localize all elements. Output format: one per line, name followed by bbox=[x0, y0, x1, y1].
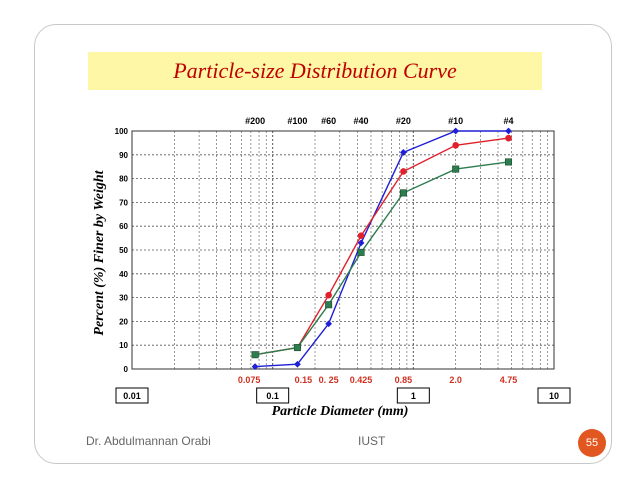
series-point bbox=[452, 127, 460, 135]
footer-author: Dr. Abdulmannan Orabi bbox=[86, 434, 211, 448]
y-tick-label: 90 bbox=[119, 151, 128, 160]
y-tick-label: 80 bbox=[119, 175, 128, 184]
decade-label: 0.01 bbox=[123, 391, 141, 401]
sieve-label: #40 bbox=[354, 116, 369, 126]
plot-area bbox=[132, 131, 554, 369]
y-tick-label: 30 bbox=[119, 294, 128, 303]
y-tick-label: 100 bbox=[115, 127, 129, 136]
decade-box bbox=[115, 387, 149, 404]
series-point bbox=[505, 158, 513, 166]
size-label: 0.425 bbox=[350, 375, 373, 385]
size-label: 2.0 bbox=[449, 375, 462, 385]
decade-box bbox=[537, 387, 571, 404]
series-point bbox=[357, 248, 365, 256]
decade-box bbox=[396, 387, 430, 404]
series-point bbox=[357, 232, 365, 240]
footer-organization: IUST bbox=[358, 434, 386, 448]
page-number-badge: 55 bbox=[578, 429, 606, 457]
y-tick-label: 20 bbox=[119, 317, 128, 326]
sieve-label: #200 bbox=[245, 116, 265, 126]
sieve-label: #4 bbox=[504, 116, 514, 126]
series-point bbox=[251, 363, 259, 371]
series-point bbox=[251, 351, 259, 359]
y-tick-label: 10 bbox=[119, 341, 128, 350]
decade-label: 10 bbox=[549, 391, 559, 401]
y-tick-label: 70 bbox=[119, 198, 128, 207]
y-tick-label: 0 bbox=[124, 365, 129, 374]
sieve-label: #60 bbox=[321, 116, 336, 126]
size-label: 4.75 bbox=[500, 375, 518, 385]
sieve-label: #10 bbox=[448, 116, 463, 126]
series-point bbox=[399, 189, 407, 197]
series-point bbox=[400, 168, 407, 175]
series-point bbox=[505, 134, 512, 142]
series-point bbox=[325, 291, 332, 299]
y-axis-label: Percent (%) Finer by Weight bbox=[92, 169, 107, 335]
size-label: 0.15 bbox=[295, 375, 313, 385]
series-point bbox=[293, 344, 301, 352]
y-tick-label: 60 bbox=[119, 222, 128, 231]
series-point bbox=[294, 360, 301, 368]
series-point bbox=[400, 149, 407, 156]
plot-layer: 0 10 20 30 40 50 60 70 80 90 100 #200 #100 #60 #40 #20 #… bbox=[115, 116, 571, 404]
y-tick-label: 50 bbox=[119, 246, 128, 255]
size-label: 0.85 bbox=[395, 375, 413, 385]
size-label: 0.075 bbox=[238, 375, 261, 385]
series-point bbox=[325, 320, 333, 328]
sieve-label: #100 bbox=[287, 116, 307, 126]
series-point bbox=[325, 301, 333, 309]
size-label: 0. 25 bbox=[319, 375, 339, 385]
chart-title-banner: Particle-size Distribution Curve bbox=[88, 52, 542, 90]
decade-label: 1 bbox=[411, 391, 416, 401]
series-point bbox=[452, 165, 460, 173]
decade-label: 0.1 bbox=[266, 391, 279, 401]
x-axis-label: Particle Diameter (mm) bbox=[272, 404, 409, 419]
series-point bbox=[452, 141, 459, 149]
sieve-label: #20 bbox=[396, 116, 411, 126]
series-point bbox=[357, 239, 365, 247]
chart-title: Particle-size Distribution Curve bbox=[173, 58, 457, 83]
decade-box bbox=[256, 387, 290, 404]
plot-frame bbox=[131, 130, 555, 370]
y-tick-label: 40 bbox=[119, 270, 128, 279]
series-point bbox=[505, 127, 512, 135]
